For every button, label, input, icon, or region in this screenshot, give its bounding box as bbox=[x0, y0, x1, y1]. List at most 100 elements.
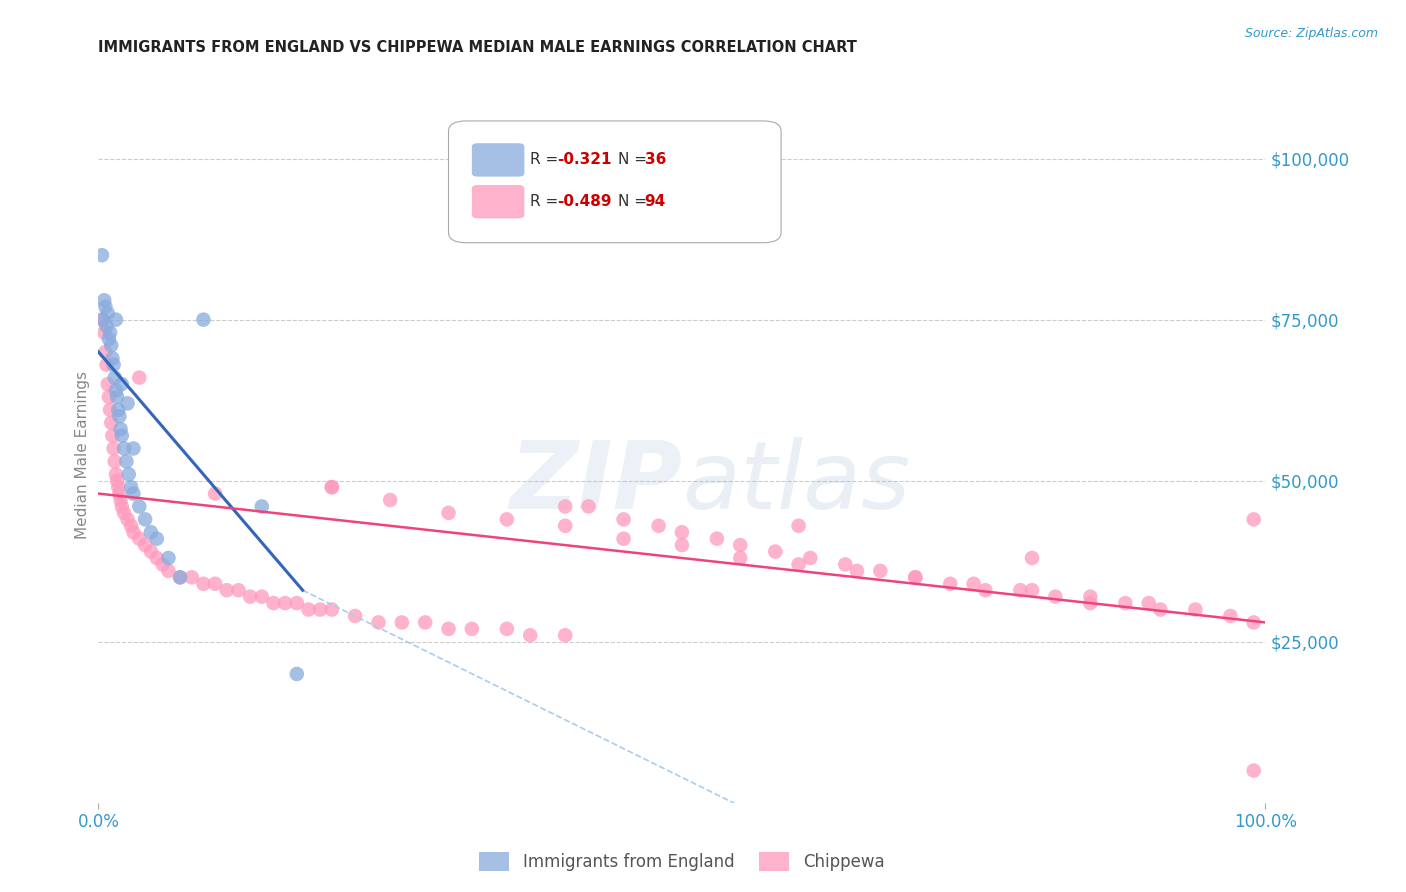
Point bbox=[846, 564, 869, 578]
Point bbox=[613, 532, 636, 546]
Point bbox=[554, 500, 576, 514]
Point bbox=[134, 538, 156, 552]
Point bbox=[1243, 512, 1265, 526]
Point bbox=[578, 500, 600, 514]
Text: IMMIGRANTS FROM ENGLAND VS CHIPPEWA MEDIAN MALE EARNINGS CORRELATION CHART: IMMIGRANTS FROM ENGLAND VS CHIPPEWA MEDI… bbox=[98, 40, 858, 55]
Point bbox=[1137, 596, 1160, 610]
Point bbox=[204, 486, 226, 500]
Point bbox=[97, 390, 120, 404]
Text: atlas: atlas bbox=[682, 437, 910, 528]
Y-axis label: Median Male Earnings: Median Male Earnings bbox=[75, 371, 90, 539]
Point bbox=[962, 576, 984, 591]
Text: -0.321: -0.321 bbox=[557, 153, 612, 168]
Point bbox=[228, 583, 250, 598]
Point bbox=[974, 583, 997, 598]
Point bbox=[1010, 583, 1032, 598]
Point bbox=[98, 402, 121, 417]
Point bbox=[169, 570, 191, 584]
Point bbox=[128, 532, 150, 546]
Point bbox=[104, 384, 127, 398]
Point bbox=[110, 422, 132, 436]
Point bbox=[262, 596, 284, 610]
Point bbox=[250, 590, 273, 604]
Point bbox=[1219, 609, 1241, 624]
Point bbox=[111, 500, 134, 514]
Point bbox=[671, 525, 693, 540]
Point bbox=[93, 293, 115, 308]
Point bbox=[647, 518, 669, 533]
Point bbox=[134, 512, 156, 526]
Point bbox=[1021, 583, 1043, 598]
Point bbox=[96, 358, 118, 372]
Point bbox=[461, 622, 484, 636]
Point bbox=[146, 532, 169, 546]
Point bbox=[111, 377, 134, 392]
Point bbox=[122, 442, 145, 456]
Point bbox=[285, 596, 308, 610]
Point bbox=[869, 564, 891, 578]
Point bbox=[111, 428, 134, 442]
Point bbox=[367, 615, 389, 630]
Point bbox=[97, 306, 120, 320]
Point bbox=[96, 319, 118, 334]
Point bbox=[204, 576, 226, 591]
Point bbox=[1114, 596, 1136, 610]
Point bbox=[117, 396, 139, 410]
Text: N =: N = bbox=[617, 153, 651, 168]
Point bbox=[613, 512, 636, 526]
Point bbox=[321, 602, 343, 616]
Point bbox=[101, 428, 124, 442]
Point bbox=[112, 506, 135, 520]
Point bbox=[215, 583, 238, 598]
Point bbox=[91, 312, 114, 326]
FancyBboxPatch shape bbox=[472, 144, 524, 177]
Point bbox=[128, 370, 150, 384]
Point bbox=[98, 326, 121, 340]
Point bbox=[554, 628, 576, 642]
Point bbox=[787, 558, 810, 572]
Point bbox=[93, 326, 115, 340]
Point bbox=[1080, 596, 1102, 610]
Point bbox=[120, 480, 142, 494]
Point bbox=[139, 544, 162, 558]
Point bbox=[128, 500, 150, 514]
Point bbox=[904, 570, 927, 584]
Point bbox=[671, 538, 693, 552]
Point bbox=[94, 300, 117, 314]
Point bbox=[380, 493, 402, 508]
Point bbox=[100, 416, 122, 430]
Point bbox=[763, 544, 786, 558]
Point bbox=[152, 558, 174, 572]
Text: R =: R = bbox=[530, 194, 564, 209]
Point bbox=[496, 622, 519, 636]
Point bbox=[122, 486, 145, 500]
FancyBboxPatch shape bbox=[449, 121, 782, 243]
Point bbox=[193, 312, 215, 326]
Point bbox=[250, 500, 273, 514]
Point bbox=[100, 338, 122, 352]
Point bbox=[799, 551, 821, 566]
Point bbox=[157, 551, 180, 566]
Point bbox=[274, 596, 297, 610]
Point bbox=[730, 538, 752, 552]
Point bbox=[1184, 602, 1206, 616]
Point bbox=[297, 602, 319, 616]
Text: N =: N = bbox=[617, 194, 651, 209]
Point bbox=[110, 493, 132, 508]
Point bbox=[1021, 551, 1043, 566]
Point bbox=[437, 506, 460, 520]
Point bbox=[391, 615, 413, 630]
Point bbox=[554, 518, 576, 533]
Point bbox=[180, 570, 202, 584]
Point bbox=[108, 409, 131, 424]
Point bbox=[344, 609, 367, 624]
Point bbox=[239, 590, 262, 604]
Point bbox=[1045, 590, 1067, 604]
Point bbox=[105, 390, 128, 404]
Point bbox=[117, 512, 139, 526]
Text: 94: 94 bbox=[644, 194, 666, 209]
Point bbox=[103, 358, 125, 372]
Point bbox=[97, 332, 120, 346]
Point bbox=[118, 467, 141, 482]
Point bbox=[104, 454, 127, 468]
